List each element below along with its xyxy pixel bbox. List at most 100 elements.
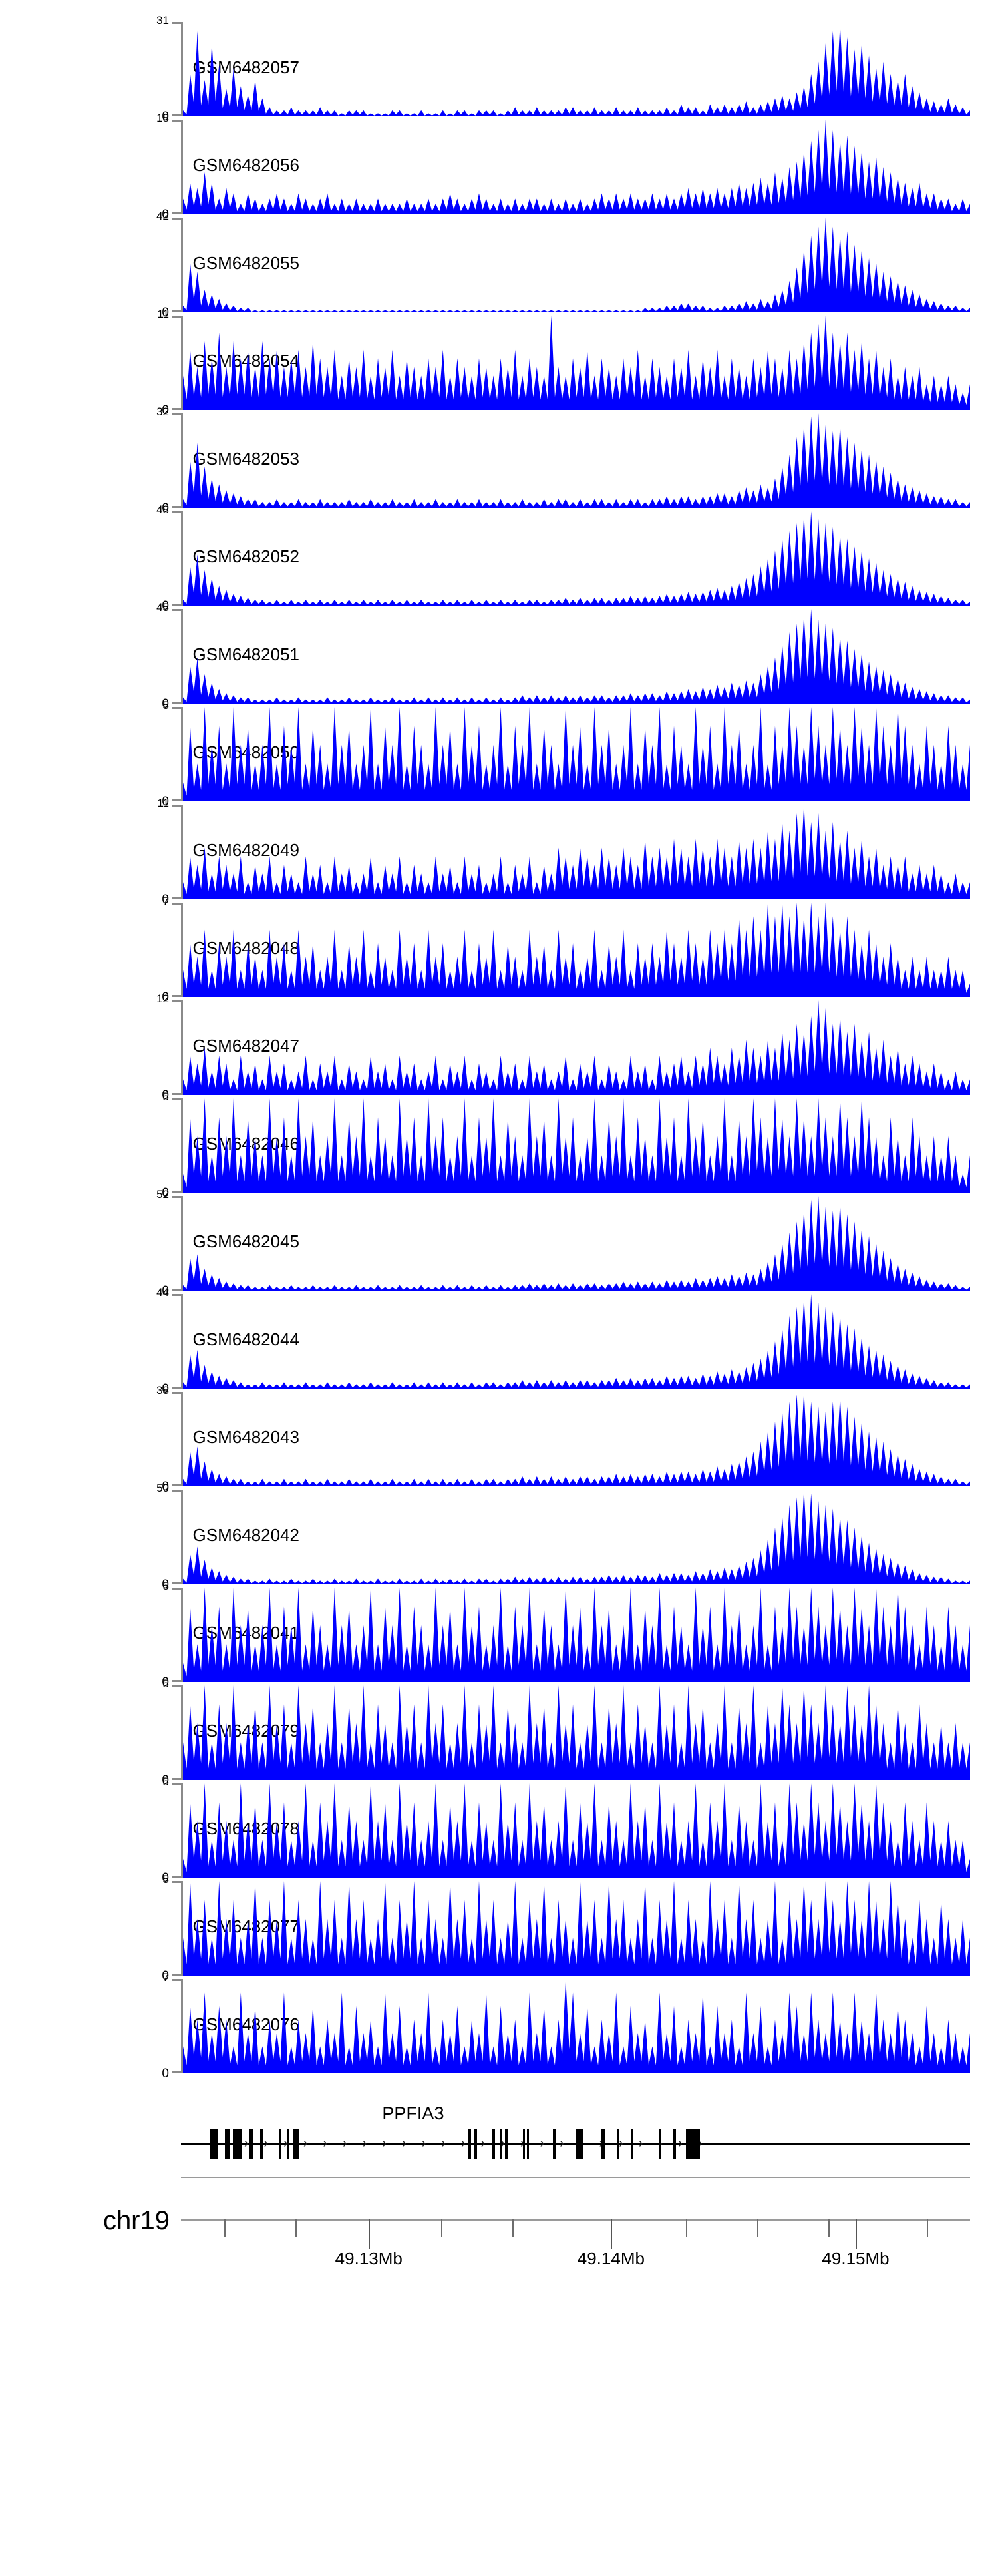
- y-axis-top-tick: [172, 609, 181, 611]
- y-axis-max-label: 7: [162, 895, 169, 907]
- y-axis-max-label: 32: [156, 405, 169, 418]
- strand-arrow-icon: ›: [678, 2136, 683, 2151]
- y-axis-bottom-tick: [172, 1974, 181, 1976]
- coverage-plot: 32 0: [156, 405, 970, 515]
- coverage-track: GSM6482048 7 0: [0, 895, 998, 1004]
- y-axis-min-label: 0: [162, 2067, 169, 2081]
- strand-arrow-icon: ›: [283, 2136, 288, 2151]
- track-label-GSM6482053: GSM6482053: [192, 449, 299, 469]
- gene-exon: [492, 2129, 496, 2159]
- y-axis-bottom-tick: [172, 1484, 181, 1486]
- track-label-GSM6482054: GSM6482054: [192, 351, 299, 371]
- coverage-area: [183, 511, 970, 606]
- coverage-track: GSM6482077 5 0: [0, 1873, 998, 1983]
- gene-exon: [209, 2129, 219, 2159]
- strand-arrow-icon: ›: [382, 2136, 387, 2151]
- y-axis-min-label: 0: [162, 306, 169, 320]
- coverage-track: GSM6482057 31 0: [0, 14, 998, 124]
- gene-exon: [232, 2129, 243, 2159]
- gene-exon: [522, 2129, 525, 2159]
- y-axis-bottom-tick: [172, 995, 181, 997]
- coverage-plot: 48 0: [156, 503, 970, 613]
- y-axis-min-label: 0: [162, 1969, 169, 1983]
- gene-model-track: PPFIA3›››››››››››››››››››››››››: [181, 2103, 970, 2163]
- y-axis-top-tick: [172, 1490, 181, 1492]
- coverage-area: [183, 609, 970, 704]
- strand-arrow-icon: ›: [619, 2136, 623, 2151]
- gene-exon: [468, 2129, 472, 2159]
- y-axis-bottom-tick: [172, 1582, 181, 1584]
- y-axis-bottom-tick: [172, 506, 181, 508]
- coverage-track: GSM6482054 11 0: [0, 308, 998, 417]
- coverage-track: GSM6482047 12 0: [0, 992, 998, 1102]
- y-axis-line: [172, 707, 183, 801]
- coverage-area: [183, 903, 970, 997]
- track-label-GSM6482043: GSM6482043: [192, 1427, 299, 1447]
- y-axis-line: [172, 218, 183, 312]
- gene-exon: [260, 2129, 263, 2159]
- y-axis-bottom-tick: [172, 408, 181, 410]
- coverage-area: [183, 1685, 970, 1780]
- y-axis-top-tick: [172, 316, 181, 318]
- coverage-track: GSM6482076 7 0: [0, 1971, 998, 2081]
- strand-arrow-icon: ›: [244, 2136, 249, 2151]
- y-axis-line: [172, 1685, 183, 1780]
- gene-name-label: PPFIA3: [382, 2103, 444, 2123]
- y-axis-min-label: 0: [162, 697, 169, 711]
- y-axis-top-tick: [172, 1294, 181, 1296]
- track-label-GSM6482049: GSM6482049: [192, 840, 299, 860]
- y-axis-min-label: 0: [162, 403, 169, 417]
- y-axis-line: [172, 1098, 183, 1193]
- gene-exon: [474, 2129, 478, 2159]
- track-label-GSM6482047: GSM6482047: [192, 1036, 299, 1056]
- ruler-minor-tick: [828, 2219, 830, 2237]
- coverage-track: GSM6482045 52 0: [0, 1188, 998, 1298]
- coverage-plot: 11 0: [157, 797, 970, 907]
- ruler-tick-label: 49.13Mb: [335, 2249, 403, 2268]
- track-label-GSM6482044: GSM6482044: [192, 1329, 299, 1349]
- y-axis-top-tick: [172, 1392, 181, 1394]
- y-axis-top-tick: [172, 22, 181, 24]
- y-axis-max-label: 5: [162, 1677, 169, 1690]
- track-label-GSM6482048: GSM6482048: [192, 938, 299, 958]
- coverage-area: [183, 1294, 970, 1389]
- gene-exon: [248, 2129, 253, 2159]
- coverage-track: GSM6482043 38 0: [0, 1384, 998, 1494]
- ruler-minor-tick: [686, 2219, 688, 2237]
- gene-exon: [631, 2129, 633, 2159]
- strand-arrow-icon: ›: [520, 2137, 525, 2150]
- coverage-area: [183, 22, 970, 116]
- coverage-track: GSM6482049 11 0: [0, 797, 998, 907]
- y-axis-top-tick: [172, 1588, 181, 1590]
- y-axis-min-label: 0: [162, 501, 169, 515]
- coverage-area: [183, 1490, 970, 1584]
- track-label-GSM6482076: GSM6482076: [192, 2014, 299, 2034]
- strand-arrow-icon: ›: [402, 2136, 407, 2151]
- y-axis-min-label: 0: [162, 110, 169, 124]
- y-axis-min-label: 0: [162, 1578, 169, 1592]
- y-axis-max-label: 48: [156, 503, 169, 516]
- y-axis-top-tick: [172, 1685, 181, 1687]
- y-axis-top-tick: [172, 1000, 181, 1002]
- y-axis-max-label: 52: [156, 1188, 169, 1201]
- y-axis-line: [172, 316, 183, 410]
- y-axis-max-label: 5: [162, 1775, 169, 1788]
- coverage-area: [183, 1783, 970, 1878]
- y-axis-top-tick: [172, 805, 181, 807]
- ruler-minor-tick: [441, 2219, 443, 2237]
- y-axis-top-tick: [172, 1098, 181, 1100]
- coverage-area: [183, 413, 970, 508]
- strand-arrow-icon: ›: [441, 2136, 446, 2151]
- strand-arrow-icon: ›: [343, 2136, 347, 2151]
- y-axis-line: [172, 1196, 183, 1291]
- y-axis-bottom-tick: [172, 1093, 181, 1095]
- strand-arrow-icon: ›: [461, 2136, 466, 2151]
- y-axis-line: [172, 1294, 183, 1389]
- coverage-track: GSM6482055 42 0: [0, 210, 998, 320]
- coverage-track: GSM6482042 50 0: [0, 1482, 998, 1592]
- coverage-track: GSM6482056 18 0: [0, 112, 998, 222]
